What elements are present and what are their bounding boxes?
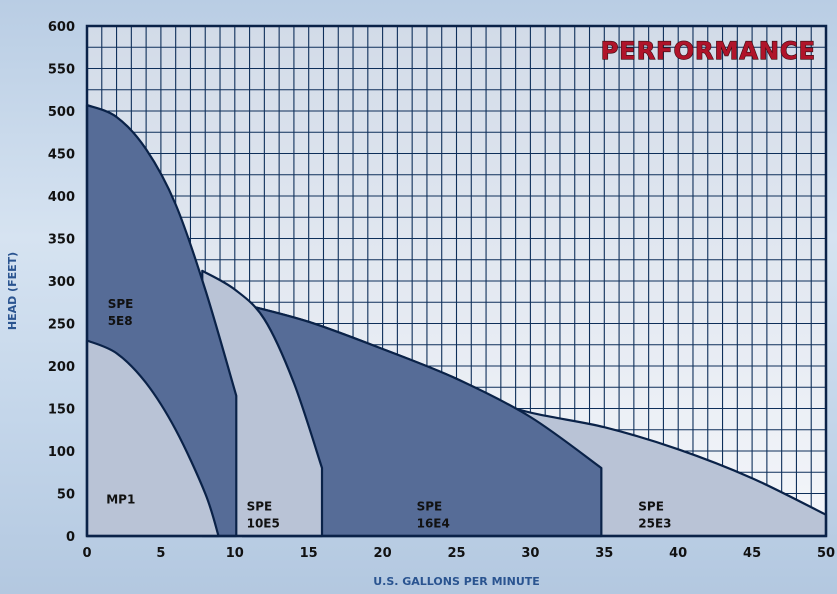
x-axis: 0 5 10 15 20 25 30 35 40 45 50 [82, 546, 835, 561]
y-tick-label: 400 [48, 190, 75, 205]
y-tick-label: 500 [48, 105, 75, 120]
plot-border [85, 24, 828, 538]
series-areas [85, 103, 828, 538]
series-label: MP1 [106, 493, 135, 507]
chart-title: PERFORMANCE [601, 37, 816, 65]
series-label: SPE [108, 297, 134, 311]
x-tick-label: 0 [82, 546, 91, 561]
plot-frame [85, 24, 828, 538]
series-label: SPE [247, 500, 273, 514]
series-labels: SPE 25E3 SPE 16E4 SPE 10E5 SPE 5E8 MP1 [106, 297, 671, 530]
series-label: 10E5 [247, 517, 280, 531]
x-tick-label: 40 [669, 546, 687, 561]
x-tick-label: 5 [156, 546, 165, 561]
x-axis-title: U.S. GALLONS PER MINUTE [373, 575, 540, 588]
x-tick-label: 45 [743, 546, 761, 561]
x-tick-label: 20 [374, 546, 392, 561]
x-tick-label: 15 [300, 546, 318, 561]
x-tick-label: 30 [521, 546, 539, 561]
y-tick-label: 50 [57, 488, 75, 503]
series-label: 25E3 [638, 517, 671, 531]
x-tick-label: 25 [447, 546, 465, 561]
y-tick-label: 250 [48, 318, 75, 333]
x-tick-label: 35 [595, 546, 613, 561]
y-tick-label: 600 [48, 20, 75, 35]
x-tick-label: 10 [226, 546, 244, 561]
y-tick-label: 350 [48, 233, 75, 248]
y-tick-label: 100 [48, 445, 75, 460]
series-label: 16E4 [417, 517, 450, 531]
y-axis: 0 50 100 150 200 250 300 350 400 450 500 550 600 [48, 20, 75, 545]
y-tick-label: 300 [48, 275, 75, 290]
y-tick-label: 550 [48, 63, 75, 78]
y-tick-label: 450 [48, 148, 75, 163]
series-label: 5E8 [108, 314, 133, 328]
series-label: SPE [417, 500, 443, 514]
series-area-spe-16e4 [241, 302, 603, 538]
y-tick-label: 150 [48, 403, 75, 418]
series-label: SPE [638, 500, 664, 514]
y-tick-label: 0 [66, 530, 75, 545]
x-tick-label: 50 [817, 546, 835, 561]
series-area-mp1 [85, 339, 220, 538]
y-axis-title: HEAD (FEET) [6, 252, 19, 330]
y-tick-label: 200 [48, 360, 75, 375]
